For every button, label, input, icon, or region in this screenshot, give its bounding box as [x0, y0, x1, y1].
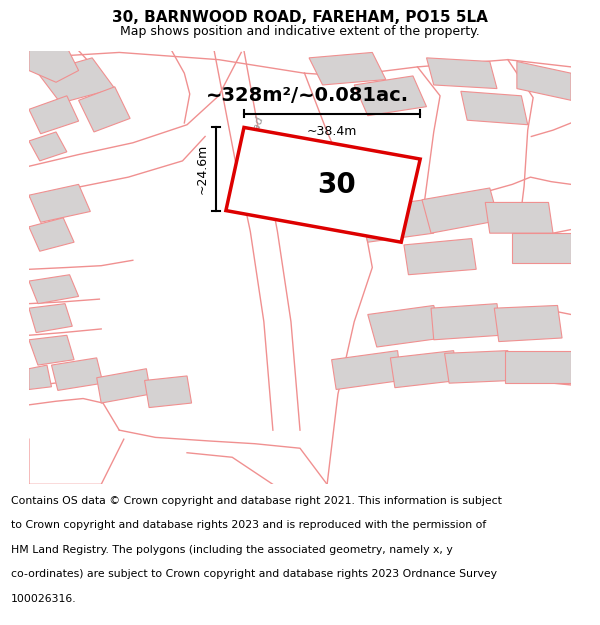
Polygon shape — [52, 358, 103, 391]
Polygon shape — [359, 200, 434, 242]
Polygon shape — [427, 58, 497, 89]
Polygon shape — [29, 217, 74, 251]
Polygon shape — [29, 304, 72, 332]
Text: Map shows position and indicative extent of the property.: Map shows position and indicative extent… — [120, 25, 480, 38]
Text: Barnwood Road: Barnwood Road — [230, 116, 265, 202]
Polygon shape — [29, 132, 67, 161]
Polygon shape — [494, 306, 562, 342]
Text: 30: 30 — [317, 171, 356, 199]
Polygon shape — [485, 202, 553, 233]
Polygon shape — [422, 188, 499, 233]
Polygon shape — [512, 233, 571, 263]
Polygon shape — [29, 275, 79, 304]
Polygon shape — [517, 61, 571, 101]
Polygon shape — [97, 369, 151, 403]
Polygon shape — [29, 365, 52, 389]
Polygon shape — [368, 306, 443, 347]
Text: ~24.6m: ~24.6m — [196, 144, 209, 194]
Polygon shape — [431, 304, 500, 340]
Text: HM Land Registry. The polygons (including the associated geometry, namely x, y: HM Land Registry. The polygons (includin… — [11, 545, 452, 555]
Text: Contains OS data © Crown copyright and database right 2021. This information is : Contains OS data © Crown copyright and d… — [11, 496, 502, 506]
Polygon shape — [145, 376, 191, 408]
Polygon shape — [29, 335, 74, 365]
Polygon shape — [461, 91, 528, 125]
Text: ~38.4m: ~38.4m — [307, 125, 357, 138]
Text: to Crown copyright and database rights 2023 and is reproduced with the permissio: to Crown copyright and database rights 2… — [11, 520, 486, 530]
Text: ~328m²/~0.081ac.: ~328m²/~0.081ac. — [206, 86, 409, 105]
Polygon shape — [354, 76, 427, 116]
Polygon shape — [29, 184, 91, 222]
Text: 100026316.: 100026316. — [11, 594, 76, 604]
Text: 30, BARNWOOD ROAD, FAREHAM, PO15 5LA: 30, BARNWOOD ROAD, FAREHAM, PO15 5LA — [112, 10, 488, 25]
Polygon shape — [29, 43, 79, 82]
Text: co-ordinates) are subject to Crown copyright and database rights 2023 Ordnance S: co-ordinates) are subject to Crown copyr… — [11, 569, 497, 579]
Polygon shape — [309, 52, 386, 85]
Polygon shape — [226, 127, 420, 242]
Polygon shape — [79, 87, 130, 132]
Polygon shape — [445, 351, 512, 383]
Polygon shape — [391, 351, 458, 388]
Polygon shape — [404, 239, 476, 275]
Polygon shape — [332, 351, 401, 389]
Polygon shape — [29, 96, 79, 134]
Polygon shape — [38, 58, 115, 103]
Polygon shape — [505, 351, 571, 383]
